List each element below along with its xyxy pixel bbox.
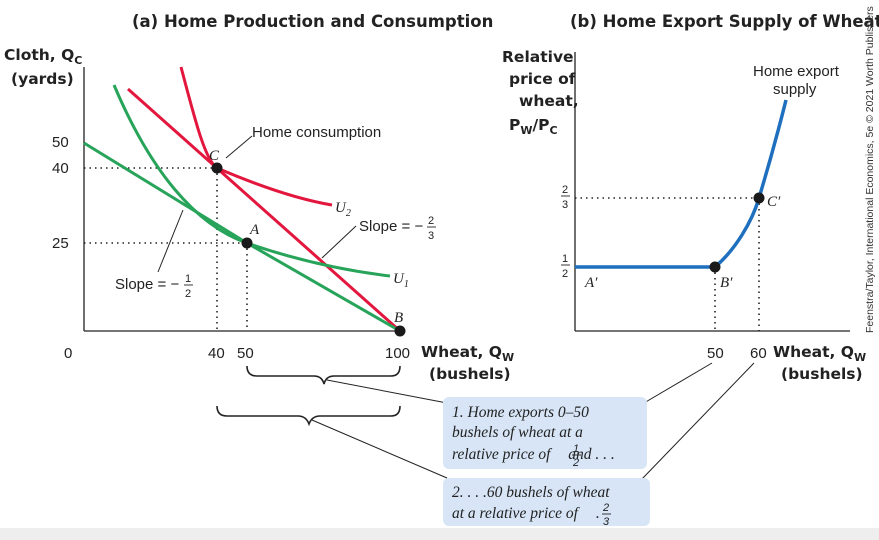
supply-label-1: Home export xyxy=(753,63,840,80)
brace-50-100 xyxy=(246,365,401,385)
slope-23-label: Slope = − xyxy=(359,218,423,235)
panel-b-xlabel-1: Wheat, QW xyxy=(773,343,866,364)
note-box-2 xyxy=(443,478,650,526)
export-supply-curve xyxy=(575,99,788,269)
note-box-1 xyxy=(443,397,647,469)
svg-text:3: 3 xyxy=(562,199,568,211)
label-c: C xyxy=(209,148,220,164)
panel-b-ylabel-1: Relative xyxy=(502,48,574,66)
label-u1: U1 xyxy=(393,271,409,290)
label-a-prime: A′ xyxy=(584,275,598,291)
label-b: B xyxy=(394,310,403,326)
slope-23-fraction: 2 3 xyxy=(427,215,436,242)
panel-a-axes xyxy=(83,67,400,332)
panel-a-ytick-50: 50 xyxy=(52,134,69,151)
panel-a-title: (a) Home Production and Consumption xyxy=(132,12,493,31)
leader-note1-a xyxy=(326,379,448,404)
svg-text:2: 2 xyxy=(602,502,609,514)
svg-text:2: 2 xyxy=(562,184,568,196)
panel-b-xtick-50: 50 xyxy=(707,345,724,362)
svg-text:2: 2 xyxy=(185,288,191,300)
svg-text:3: 3 xyxy=(603,516,610,528)
label-u2: U2 xyxy=(335,200,351,219)
svg-text:2: 2 xyxy=(562,268,568,280)
slope-12-label: Slope = − xyxy=(115,276,179,293)
svg-text:2: 2 xyxy=(428,215,434,227)
leader-note2-a xyxy=(311,419,448,479)
panel-a-ylabel-1: Cloth, QC xyxy=(4,46,82,67)
note-leaders xyxy=(311,362,755,481)
panel-b-ylabel-3: wheat, xyxy=(519,92,579,110)
panel-a-ylabel-2: (yards) xyxy=(11,70,74,88)
point-c xyxy=(211,162,223,174)
label-b-prime: B′ xyxy=(720,275,733,291)
panel-b-guides xyxy=(575,197,760,331)
supply-label-2: supply xyxy=(773,81,817,98)
note1-line3: relative price of and . . . xyxy=(452,446,615,463)
point-a xyxy=(241,237,253,249)
panel-a-guides xyxy=(84,167,248,331)
slope-12-fraction: 1 2 xyxy=(184,273,193,300)
label-a: A xyxy=(249,222,260,238)
note2-fraction: 2 3 xyxy=(602,502,611,528)
panel-b-ylabel-4: PW/PC xyxy=(509,116,558,137)
point-b xyxy=(394,325,406,337)
note1-fraction: 1 2 xyxy=(572,443,581,469)
note2-line2: at a relative price of . xyxy=(452,505,600,522)
publisher-credit: Feenstra/Taylor, International Economics… xyxy=(864,6,876,333)
note1-line2: bushels of wheat at a xyxy=(452,424,583,441)
leader-note1-b xyxy=(643,362,713,404)
panel-b-ylabel-2: price of xyxy=(509,70,576,88)
note2-line1: 2. . . .60 bushels of wheat xyxy=(452,484,610,501)
panel-a-xtick-0: 0 xyxy=(64,345,72,362)
slope-23-pointer xyxy=(321,225,357,259)
note1-line1: 1. Home exports 0–50 xyxy=(452,404,589,421)
panel-b-ytick-23: 2 3 xyxy=(561,184,570,211)
terms-of-trade-line xyxy=(127,87,401,333)
panel-a-xtick-50: 50 xyxy=(237,345,254,362)
panel-b-xlabel-2: (bushels) xyxy=(781,365,863,383)
point-c-prime xyxy=(753,192,765,204)
svg-text:3: 3 xyxy=(428,230,434,242)
home-consumption-label: Home consumption xyxy=(252,124,381,141)
svg-text:1: 1 xyxy=(185,273,191,285)
panel-b-ytick-12: 1 2 xyxy=(561,253,570,280)
svg-text:2: 2 xyxy=(572,457,579,469)
panel-a-ytick-25: 25 xyxy=(52,235,69,252)
leader-note2-b xyxy=(640,362,755,481)
panel-b-axes xyxy=(574,52,850,332)
panel-a-xtick-40: 40 xyxy=(208,345,225,362)
svg-text:1: 1 xyxy=(562,253,568,265)
label-c-prime: C′ xyxy=(767,194,781,210)
panel-b-title: (b) Home Export Supply of Wheat xyxy=(570,12,879,31)
point-b-prime xyxy=(709,261,721,273)
panel-a-xlabel-1: Wheat, QW xyxy=(421,343,514,364)
panel-a-ytick-40: 40 xyxy=(52,160,69,177)
panel-b-xtick-60: 60 xyxy=(750,345,767,362)
footer-band xyxy=(0,528,879,540)
brace-40-100 xyxy=(216,405,401,427)
svg-text:1: 1 xyxy=(573,443,579,455)
production-frontier-line xyxy=(83,141,401,333)
panel-a-xlabel-2: (bushels) xyxy=(429,365,511,383)
slope-12-pointer xyxy=(157,209,184,273)
panel-a-xtick-100: 100 xyxy=(385,345,410,362)
consumption-pointer xyxy=(225,135,253,159)
